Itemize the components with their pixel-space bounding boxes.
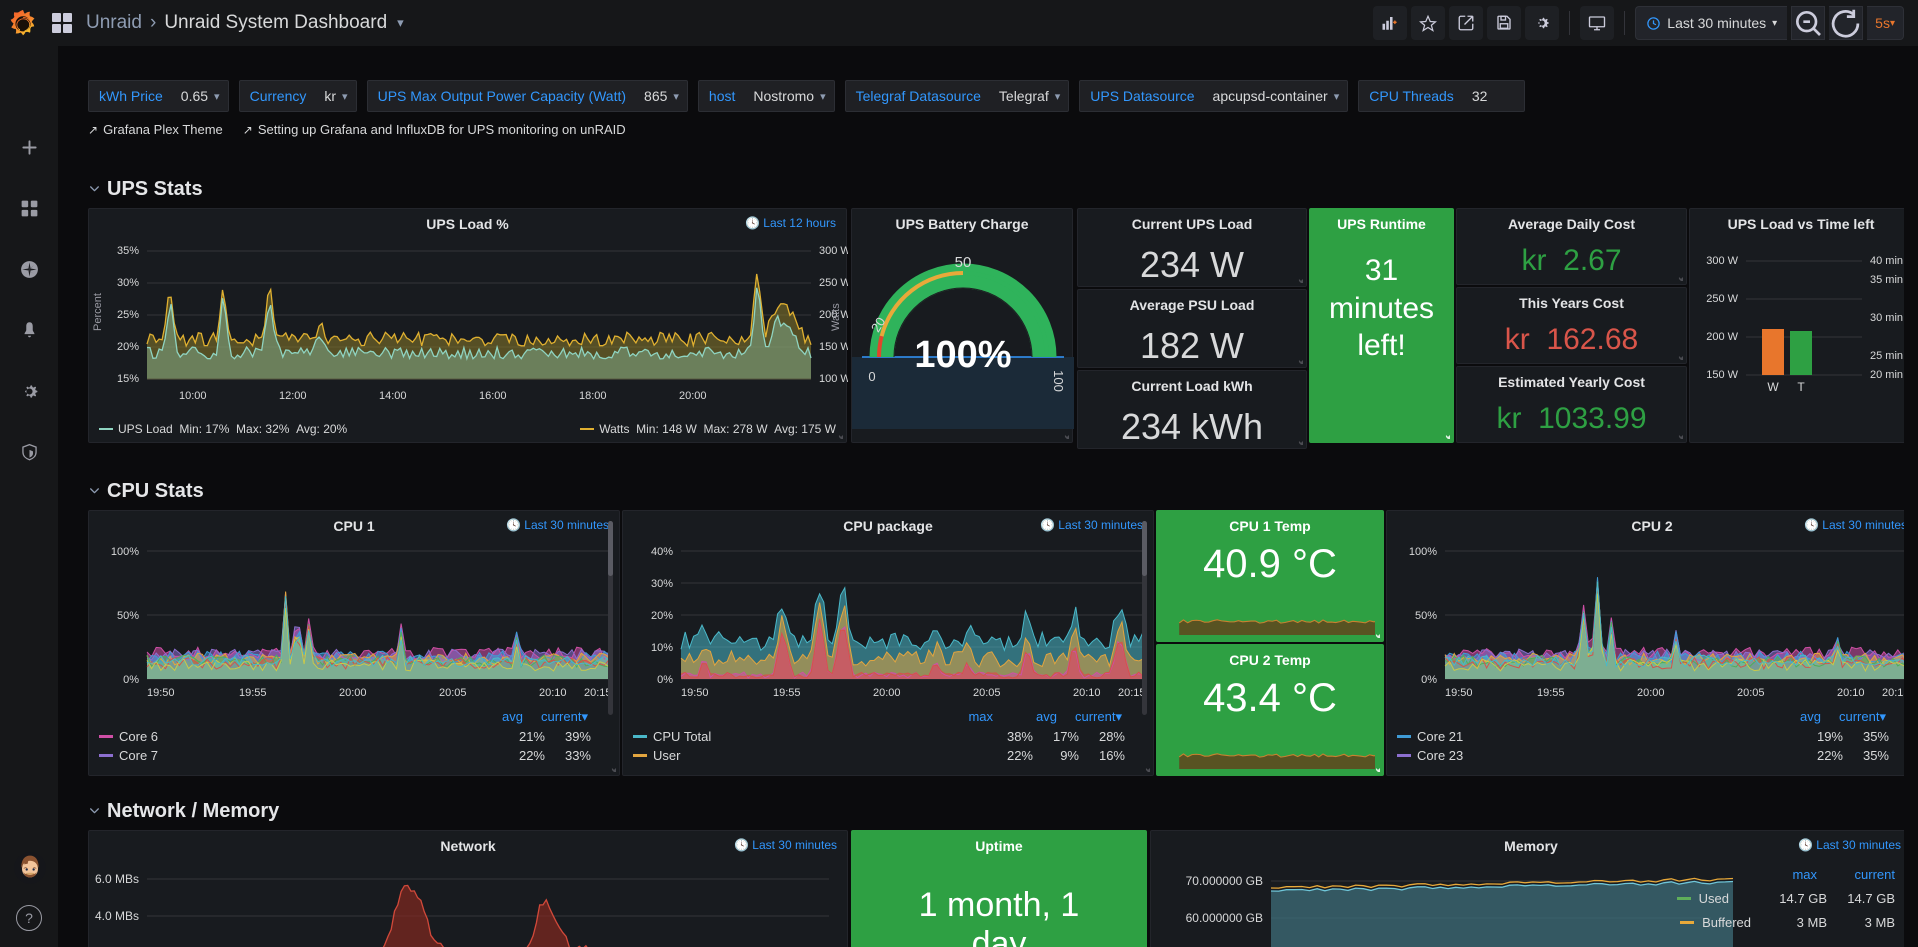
svg-text:50%: 50% — [117, 610, 139, 622]
svg-text:20 min: 20 min — [1870, 369, 1903, 381]
svg-text:50: 50 — [955, 254, 972, 271]
svg-text:70.000000 GB: 70.000000 GB — [1186, 874, 1263, 888]
svg-text:W: W — [1767, 380, 1779, 394]
svg-text:0: 0 — [868, 369, 875, 384]
svg-text:10:00: 10:00 — [179, 390, 207, 402]
svg-text:100%: 100% — [111, 546, 139, 558]
svg-text:20:10: 20:10 — [1073, 687, 1101, 699]
svg-text:0%: 0% — [657, 674, 673, 686]
svg-text:20:10: 20:10 — [1837, 687, 1865, 699]
svg-text:0%: 0% — [1421, 674, 1437, 686]
svg-text:250 W: 250 W — [1706, 293, 1738, 305]
svg-text:20:05: 20:05 — [439, 687, 467, 699]
svg-text:4.0 MBs: 4.0 MBs — [95, 909, 139, 923]
svg-text:20:05: 20:05 — [1737, 687, 1765, 699]
svg-text:18:00: 18:00 — [579, 390, 607, 402]
svg-text:15%: 15% — [117, 373, 139, 385]
svg-text:60.000000 GB: 60.000000 GB — [1186, 911, 1263, 925]
svg-text:25 min: 25 min — [1870, 350, 1903, 362]
svg-text:20:00: 20:00 — [679, 390, 707, 402]
svg-text:300 W: 300 W — [1706, 255, 1738, 267]
svg-text:50%: 50% — [1415, 610, 1437, 622]
svg-text:20:10: 20:10 — [539, 687, 567, 699]
svg-text:19:55: 19:55 — [1537, 687, 1565, 699]
svg-text:30%: 30% — [651, 578, 673, 590]
svg-text:30 min: 30 min — [1870, 312, 1903, 324]
svg-text:30%: 30% — [117, 277, 139, 289]
svg-text:20:05: 20:05 — [973, 687, 1001, 699]
svg-text:250 W: 250 W — [819, 277, 848, 289]
svg-text:16:00: 16:00 — [479, 390, 507, 402]
svg-text:19:50: 19:50 — [681, 687, 709, 699]
svg-text:20%: 20% — [651, 610, 673, 622]
svg-text:100: 100 — [1051, 370, 1066, 392]
svg-text:19:50: 19:50 — [1445, 687, 1473, 699]
svg-text:25%: 25% — [117, 309, 139, 321]
svg-text:10%: 10% — [651, 642, 673, 654]
svg-text:35%: 35% — [117, 245, 139, 257]
svg-text:19:55: 19:55 — [773, 687, 801, 699]
svg-text:40%: 40% — [651, 546, 673, 558]
svg-text:14:00: 14:00 — [379, 390, 407, 402]
svg-text:100%: 100% — [914, 334, 1011, 376]
svg-text:Percent: Percent — [92, 293, 104, 331]
svg-text:19:55: 19:55 — [239, 687, 267, 699]
svg-text:T: T — [1797, 380, 1805, 394]
svg-text:35 min: 35 min — [1870, 274, 1903, 286]
svg-text:19:50: 19:50 — [147, 687, 175, 699]
svg-text:0%: 0% — [123, 674, 139, 686]
svg-text:6.0 MBs: 6.0 MBs — [95, 872, 139, 886]
svg-text:150 W: 150 W — [819, 341, 848, 353]
svg-text:20%: 20% — [117, 341, 139, 353]
svg-text:20:00: 20:00 — [339, 687, 367, 699]
svg-text:150 W: 150 W — [1706, 369, 1738, 381]
svg-text:20:00: 20:00 — [873, 687, 901, 699]
svg-text:Watts: Watts — [830, 303, 842, 331]
svg-text:20:15: 20:15 — [1882, 687, 1904, 699]
svg-text:100%: 100% — [1409, 546, 1437, 558]
svg-text:20:00: 20:00 — [1637, 687, 1665, 699]
svg-text:200 W: 200 W — [1706, 331, 1738, 343]
svg-text:100 W: 100 W — [819, 373, 848, 385]
svg-text:12:00: 12:00 — [279, 390, 307, 402]
svg-text:300 W: 300 W — [819, 245, 848, 257]
svg-text:40 min: 40 min — [1870, 255, 1903, 267]
